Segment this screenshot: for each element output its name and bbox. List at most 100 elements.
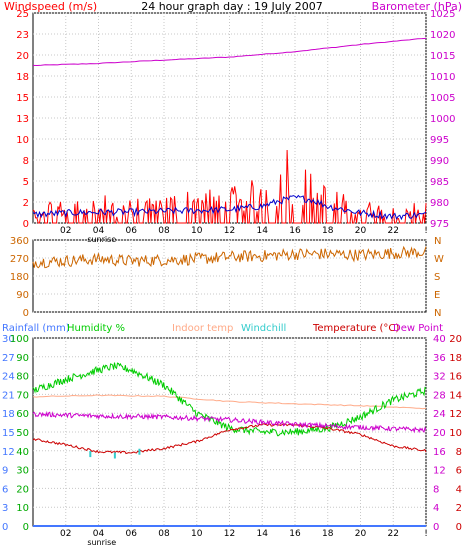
y-left-tick-label: 0 — [23, 308, 29, 319]
sunrise-label: sunrise — [87, 235, 116, 244]
y-left-tick-label: 180 — [10, 272, 29, 283]
x-tick-label: 20 — [355, 529, 367, 539]
x-tick-label: 20 — [355, 226, 367, 236]
barometer-axis-title: Barometer (hPa) — [372, 0, 462, 13]
x-tick-label: 10 — [191, 529, 203, 539]
y-left-tick-label: 23 — [16, 30, 29, 41]
y-temp-tick-label: 0 — [433, 522, 439, 533]
y-right-tick-label: 995 — [430, 135, 449, 146]
x-tick-label: ! — [424, 529, 428, 539]
y-left-tick-label: 15 — [16, 93, 29, 104]
y-left-tick-label: 15 — [2, 428, 15, 439]
y-dew-tick-label: 4 — [456, 484, 462, 495]
y-temp-tick-label: 40 — [433, 334, 446, 345]
y-right-tick-label: N — [434, 308, 441, 319]
x-tick-label: 02 — [60, 226, 71, 236]
y-left-tick-label: 27 — [2, 353, 15, 364]
y-hum-tick-label: 40 — [16, 447, 29, 458]
x-tick-label: ! — [424, 226, 428, 236]
sunrise-label: sunrise — [87, 538, 116, 547]
legend-rainfall: Rainfall (mm) — [2, 323, 70, 334]
y-left-tick-label: 9 — [2, 466, 8, 477]
y-dew-tick-label: 2 — [456, 503, 462, 514]
legend-dew-point: Dew Point — [393, 323, 443, 334]
y-left-tick-label: 18 — [16, 72, 29, 83]
y-right-tick-label: 990 — [430, 156, 449, 167]
x-tick-label: 12 — [224, 226, 235, 236]
humidity-line — [32, 362, 427, 437]
x-tick-label: 16 — [289, 226, 301, 236]
y-left-tick-label: 21 — [2, 390, 15, 401]
legend-windchill: Windchill — [241, 323, 286, 334]
x-tick-label: 18 — [322, 226, 334, 236]
legend-temperature: Temperature (°C) — [312, 323, 399, 334]
y-right-tick-label: 980 — [430, 198, 449, 209]
y-dew-tick-label: 12 — [449, 409, 462, 420]
barometer-line — [32, 37, 427, 67]
y-temp-tick-label: 32 — [433, 372, 446, 383]
x-tick-label: 22 — [388, 529, 399, 539]
y-right-tick-label: 1005 — [430, 93, 455, 104]
y-dew-tick-label: 16 — [449, 372, 462, 383]
y-dew-tick-label: 6 — [456, 466, 462, 477]
y-hum-tick-label: 70 — [16, 390, 29, 401]
y-right-tick-label: 1025 — [430, 9, 455, 20]
y-left-tick-label: 8 — [23, 156, 29, 167]
y-temp-tick-label: 20 — [433, 428, 446, 439]
x-tick-label: 02 — [60, 529, 71, 539]
y-hum-tick-label: 100 — [10, 334, 29, 345]
x-tick-label: 04 — [93, 529, 105, 539]
y-left-tick-label: 13 — [16, 114, 29, 125]
x-tick-label: 04 — [93, 226, 105, 236]
x-tick-label: 14 — [257, 226, 269, 236]
y-left-tick-label: 0 — [23, 219, 29, 230]
y-dew-tick-label: 18 — [449, 353, 462, 364]
y-dew-tick-label: 8 — [456, 447, 462, 458]
x-tick-label: 08 — [158, 529, 170, 539]
x-tick-label: 18 — [322, 529, 334, 539]
y-temp-tick-label: 8 — [433, 484, 439, 495]
y-hum-tick-label: 30 — [16, 466, 29, 477]
y-left-tick-label: 25 — [16, 9, 29, 20]
dew-point-line — [32, 410, 427, 434]
y-dew-tick-label: 0 — [456, 522, 462, 533]
y-left-tick-label: 18 — [2, 409, 15, 420]
y-dew-tick-label: 20 — [449, 334, 462, 345]
y-temp-tick-label: 16 — [433, 447, 446, 458]
y-right-tick-label: 1010 — [430, 72, 455, 83]
y-hum-tick-label: 90 — [16, 353, 29, 364]
y-right-tick-label: W — [434, 254, 444, 265]
y-temp-tick-label: 4 — [433, 503, 439, 514]
y-right-tick-label: 1015 — [430, 51, 455, 62]
y-left-tick-label: 10 — [16, 135, 29, 146]
y-dew-tick-label: 14 — [449, 390, 462, 401]
x-tick-label: 12 — [224, 529, 235, 539]
indoor-temp-line — [32, 394, 427, 410]
y-dew-tick-label: 10 — [449, 428, 462, 439]
wind-gust-line — [32, 149, 427, 224]
x-tick-label: 08 — [158, 226, 170, 236]
x-tick-label: 22 — [388, 226, 399, 236]
chart-title: 24 hour graph day : 19 July 2007 — [141, 0, 323, 13]
y-right-tick-label: 1000 — [430, 114, 455, 125]
y-temp-tick-label: 28 — [433, 390, 446, 401]
x-tick-label: 06 — [126, 529, 138, 539]
y-left-tick-label: 2 — [23, 198, 29, 209]
y-left-tick-label: 12 — [2, 447, 15, 458]
y-right-tick-label: 1020 — [430, 30, 455, 41]
y-hum-tick-label: 60 — [16, 409, 29, 420]
y-left-tick-label: 0 — [2, 522, 8, 533]
x-tick-label: 06 — [126, 226, 138, 236]
windspeed-axis-title: Windspeed (m/s) — [4, 0, 97, 13]
y-left-tick-label: 30 — [2, 334, 15, 345]
y-left-tick-label: 5 — [23, 177, 29, 188]
y-right-tick-label: 985 — [430, 177, 449, 188]
y-left-tick-label: 24 — [2, 372, 15, 383]
legend-humidity: Humidity % — [67, 323, 125, 334]
y-left-tick-label: 3 — [2, 503, 8, 514]
temperature-line — [32, 423, 427, 455]
y-right-tick-label: S — [434, 272, 440, 283]
y-left-tick-label: 270 — [10, 254, 29, 265]
